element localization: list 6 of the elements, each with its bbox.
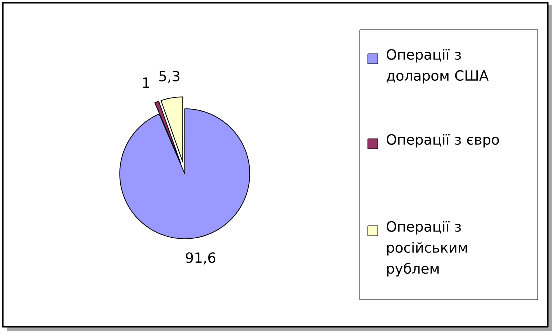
legend-label: Операції з доларом США [386,49,489,84]
data-label: 1 [143,78,150,88]
data-label: 91,6 [186,252,216,265]
legend-label: Операції з євро [386,134,500,148]
data-label: 5,3 [160,71,180,84]
legend-label: Операції з російським рублем [386,221,468,277]
